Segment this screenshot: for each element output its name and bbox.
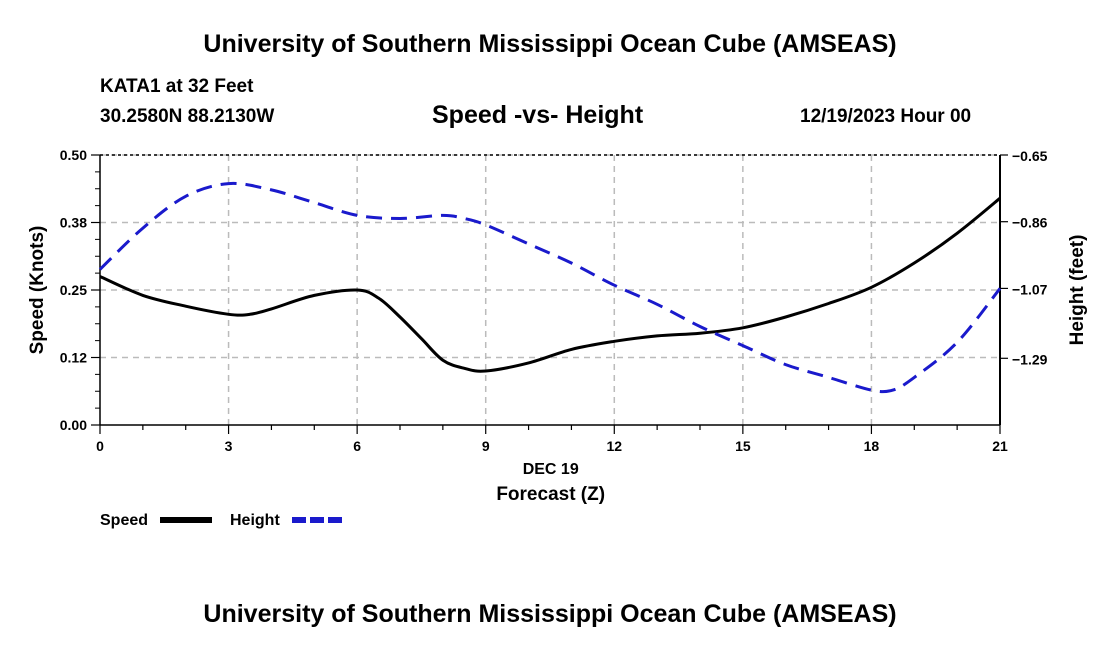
y-tick-label: 0.12	[60, 350, 87, 366]
y2-tick-label: −1.07	[1012, 281, 1048, 297]
y-tick-label: 0.25	[60, 282, 87, 298]
y-tick-label: 0.38	[60, 215, 87, 231]
x-tick-label: 15	[735, 438, 751, 454]
y-tick-label: 0.00	[60, 417, 87, 433]
x-tick-label: 21	[992, 438, 1008, 454]
x-axis-sublabel: DEC 19	[523, 461, 579, 478]
station-label: KATA1 at 32 Feet	[100, 76, 254, 97]
x-tick-label: 9	[482, 438, 490, 454]
height-series-line	[98, 181, 1002, 394]
chart-title-top: University of Southern Mississippi Ocean…	[203, 30, 897, 58]
legend-label-height: Height	[230, 512, 280, 529]
x-tick-label: 12	[606, 438, 622, 454]
coordinates-label: 30.2580N 88.2130W	[100, 106, 275, 127]
chart-subtitle: Speed -vs- Height	[432, 101, 644, 129]
x-tick-label: 0	[96, 438, 104, 454]
x-axis-title: Forecast (Z)	[496, 484, 605, 505]
y2-tick-label: −0.65	[1012, 148, 1048, 164]
y2-axis-title: Height (feet)	[1067, 235, 1088, 346]
speed-series-line	[99, 197, 1001, 373]
y-tick-label: 0.50	[60, 147, 87, 163]
y2-tick-label: −0.86	[1012, 215, 1048, 231]
chart-title-bottom: University of Southern Mississippi Ocean…	[203, 600, 897, 628]
x-tick-label: 18	[864, 438, 880, 454]
forecast-datetime: 12/19/2023 Hour 00	[800, 106, 972, 127]
legend-label-speed: Speed	[100, 512, 148, 529]
x-tick-label: 6	[353, 438, 361, 454]
x-tick-label: 3	[225, 438, 233, 454]
y2-tick-label: −1.29	[1012, 351, 1048, 367]
y-axis-title: Speed (Knots)	[27, 226, 48, 355]
